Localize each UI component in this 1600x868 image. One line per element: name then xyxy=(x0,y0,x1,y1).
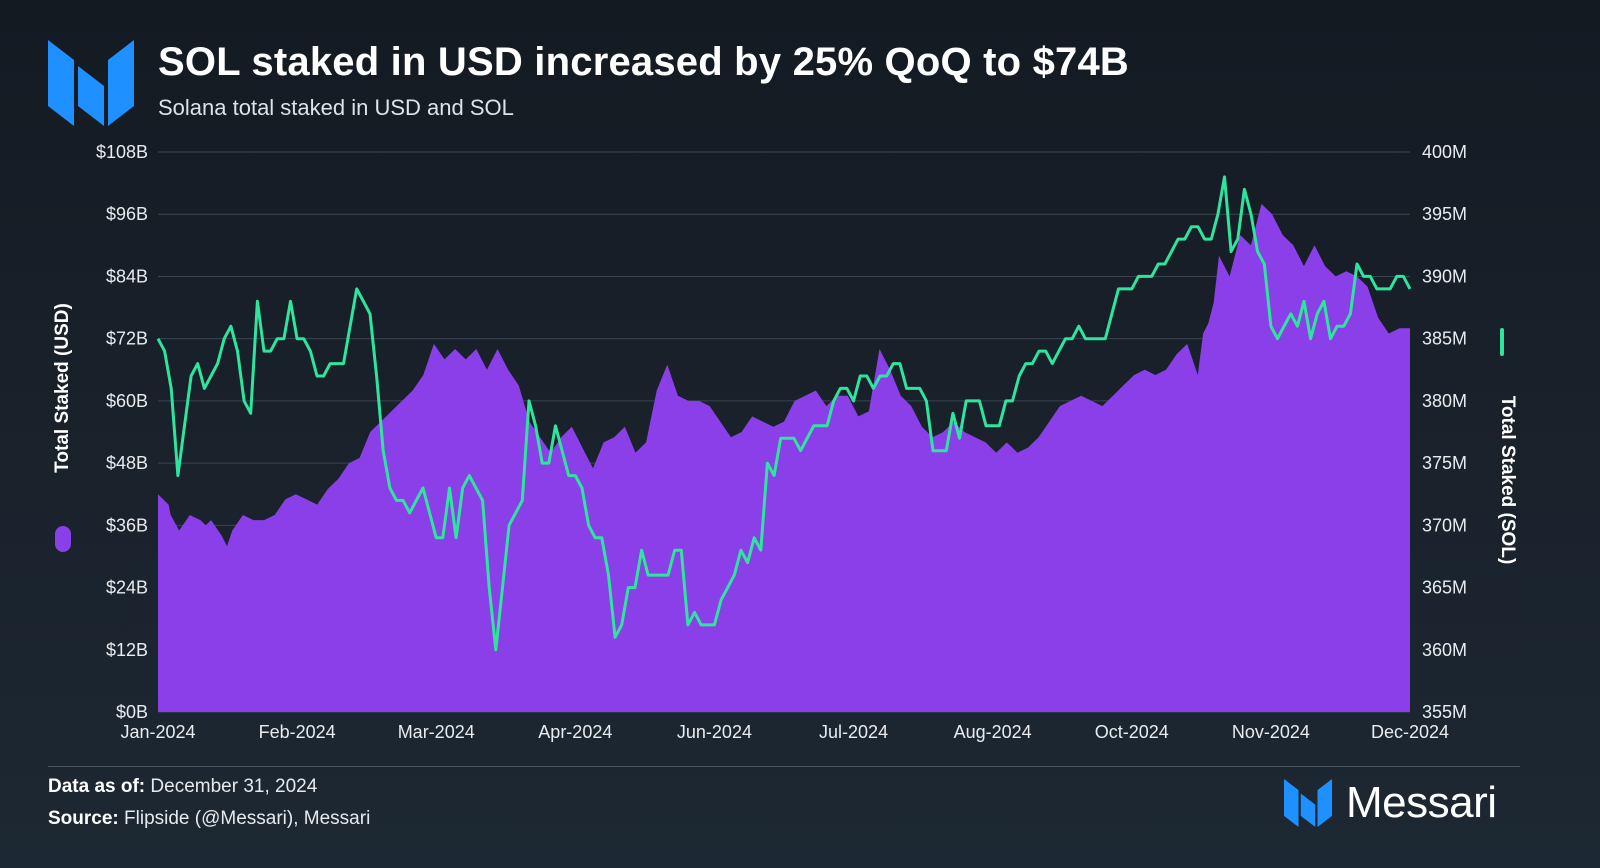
y-axis-right-title: Total Staked (SOL) xyxy=(1490,320,1530,600)
x-tick-label: Jun-2024 xyxy=(677,722,752,742)
sol-legend-swatch xyxy=(1500,328,1504,356)
y-right-tick-label: 390M xyxy=(1422,266,1467,286)
x-tick-label: Jul-2024 xyxy=(819,722,888,742)
x-tick-label: Aug-2024 xyxy=(954,722,1032,742)
y-left-tick-label: $48B xyxy=(106,453,148,473)
usd-legend-swatch xyxy=(55,526,71,552)
data-as-of-label: Data as of: xyxy=(48,776,146,797)
y-left-tick-label: $36B xyxy=(106,515,148,535)
y-left-tick-label: $0B xyxy=(116,702,148,722)
y-left-tick-label: $96B xyxy=(106,204,148,224)
y-right-tick-label: 400M xyxy=(1422,142,1467,162)
y-right-tick-label: 380M xyxy=(1422,391,1467,411)
y-right-tick-label: 360M xyxy=(1422,640,1467,660)
messari-logo-icon xyxy=(1284,779,1332,827)
footer-divider xyxy=(48,766,1520,767)
source-value: Flipside (@Messari), Messari xyxy=(124,808,371,829)
chart-subtitle: Solana total staked in USD and SOL xyxy=(158,95,514,120)
y-right-tick-label: 365M xyxy=(1422,578,1467,598)
chart-title: SOL staked in USD increased by 25% QoQ t… xyxy=(158,40,1130,84)
source-label: Source: xyxy=(48,808,119,829)
x-tick-label: Jan-2024 xyxy=(120,722,195,742)
brand-logo: Messari xyxy=(1284,778,1497,828)
sol-line-series xyxy=(156,175,1412,652)
y-right-tick-label: 395M xyxy=(1422,204,1467,224)
y-right-tick-label: 375M xyxy=(1422,453,1467,473)
y-axis-right-label: Total Staked (SOL) xyxy=(1497,395,1518,565)
y-left-tick-label: $72B xyxy=(106,329,148,349)
y-axis-left-title: Total Staked (USD) xyxy=(48,300,78,560)
messari-logo-icon xyxy=(48,40,134,126)
x-tick-label: Feb-2024 xyxy=(259,722,336,742)
y-right-tick-label: 385M xyxy=(1422,329,1467,349)
x-tick-label: Dec-2024 xyxy=(1371,722,1449,742)
y-right-tick-label: 370M xyxy=(1422,515,1467,535)
x-tick-label: Oct-2024 xyxy=(1095,722,1169,742)
usd-area-series xyxy=(158,203,1410,712)
data-as-of-value: December 31, 2024 xyxy=(150,776,318,797)
y-axis-left-label: Total Staked (USD) xyxy=(52,303,73,473)
y-left-tick-label: $12B xyxy=(106,640,148,660)
y-left-tick-label: $24B xyxy=(106,578,148,598)
x-tick-label: Mar-2024 xyxy=(398,722,475,742)
y-left-tick-label: $60B xyxy=(106,391,148,411)
footer-data-as-of: Data as of: December 31, 2024 xyxy=(48,776,317,798)
y-left-tick-label: $108B xyxy=(96,142,148,162)
brand-name: Messari xyxy=(1346,778,1497,827)
footer-source: Source: Flipside (@Messari), Messari xyxy=(48,808,370,830)
y-left-tick-label: $84B xyxy=(106,266,148,286)
x-tick-label: Nov-2024 xyxy=(1232,722,1310,742)
y-right-tick-label: 355M xyxy=(1422,702,1467,722)
chart-canvas: $0B $12B $24B $36B $48B $60B $72B $84B $96B $108B… xyxy=(96,142,1467,742)
x-tick-label: Apr-2024 xyxy=(538,722,612,742)
